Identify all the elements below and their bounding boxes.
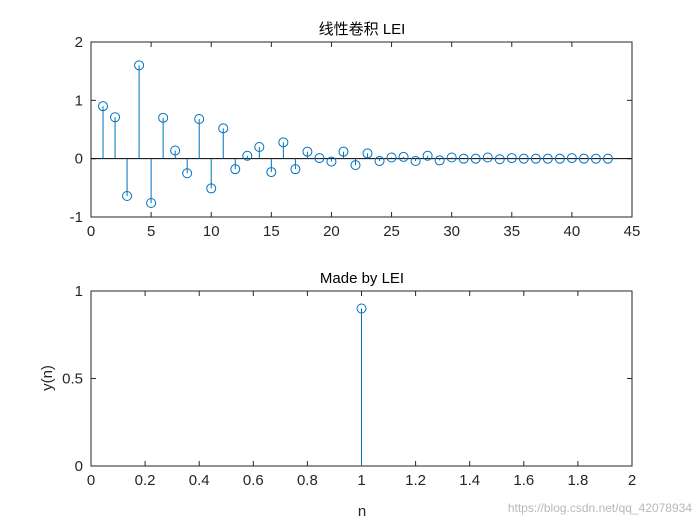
x-tick-label: 1.2 <box>405 472 426 489</box>
stem-marker <box>410 156 421 166</box>
stem-marker <box>458 153 469 164</box>
x-tick-label: 2 <box>628 472 636 489</box>
subplot-bottom: Made by LEI 0 0.2 0.4 0.6 0.8 1 1.2 1.4 1.6 1.8 20… <box>39 270 636 520</box>
stem-marker <box>158 112 169 123</box>
x-tick-label: 40 <box>564 223 581 240</box>
stem-marker <box>422 150 433 161</box>
y-tick-label: 0 <box>75 151 83 168</box>
stem-marker <box>98 101 109 112</box>
top-plot-title: 线性卷积 LEI <box>319 21 406 38</box>
x-tick-label: 1.6 <box>513 472 534 489</box>
y-tick-label: 2 <box>75 34 83 51</box>
stem-marker <box>206 183 217 194</box>
x-tick-label: 0.8 <box>297 472 318 489</box>
x-tick-label: 0 <box>87 223 95 240</box>
stem-marker <box>398 151 409 162</box>
stem-marker <box>266 167 277 178</box>
x-tick-label: 1.8 <box>567 472 588 489</box>
stem-marker <box>482 152 493 163</box>
stem-marker <box>602 153 613 164</box>
stem-marker <box>374 156 385 166</box>
stem-marker <box>542 153 553 164</box>
stem-marker <box>314 153 325 164</box>
stem-marker <box>278 137 289 148</box>
x-tick-label: 35 <box>503 223 520 240</box>
stem-marker <box>146 198 157 208</box>
stem-marker <box>566 153 577 164</box>
stem-marker <box>290 164 301 175</box>
stem-marker <box>434 155 445 166</box>
y-tick-label: -1 <box>70 209 83 226</box>
bottom-plot-title: Made by LEI <box>320 270 404 287</box>
x-tick-label: 30 <box>443 223 460 240</box>
x-tick-label: 20 <box>323 223 340 240</box>
x-tick-label: 0 <box>87 472 95 489</box>
bottom-plot-ticks: 0 0.2 0.4 0.6 0.8 1 1.2 1.4 1.6 1.8 2 0 0.5 1 <box>62 283 636 489</box>
stem-marker <box>518 153 529 164</box>
top-plot-stems <box>91 60 632 208</box>
x-tick-label: 0.6 <box>243 472 264 489</box>
stem-marker <box>356 303 367 314</box>
stem-marker <box>506 153 517 164</box>
stem-marker <box>386 152 397 163</box>
y-tick-label: 0.5 <box>62 371 83 388</box>
stem-marker <box>242 150 253 161</box>
stem-marker <box>350 160 361 171</box>
stem-marker <box>122 191 133 201</box>
bottom-plot-xlabel: n <box>358 503 366 520</box>
x-tick-label: 15 <box>263 223 280 240</box>
stem-marker <box>194 114 205 124</box>
x-tick-label: 1 <box>357 472 365 489</box>
stem-marker <box>134 60 145 71</box>
stem-marker <box>590 153 601 164</box>
bottom-plot-ylabel: y(n) <box>39 365 56 391</box>
x-tick-label: 5 <box>147 223 155 240</box>
x-tick-label: 45 <box>624 223 641 240</box>
stem-marker <box>446 152 457 163</box>
x-tick-label: 25 <box>383 223 400 240</box>
stem-marker <box>326 156 337 167</box>
stem-marker <box>362 148 373 159</box>
y-tick-label: 1 <box>75 283 83 300</box>
stem-marker <box>554 153 565 164</box>
bottom-plot-stems <box>356 303 367 466</box>
stem-marker <box>230 164 241 175</box>
stem-marker <box>338 146 349 157</box>
top-plot-axes-box <box>90 41 633 218</box>
x-tick-label: 0.4 <box>189 472 210 489</box>
watermark-text: https://blog.csdn.net/qq_42078934 <box>508 501 692 515</box>
stem-marker <box>218 123 229 134</box>
x-tick-label: 0.2 <box>135 472 156 489</box>
x-tick-label: 10 <box>203 223 220 240</box>
stem-marker <box>302 146 313 157</box>
stem-marker <box>530 153 541 164</box>
stem-marker <box>110 112 121 123</box>
stem-marker <box>170 145 181 156</box>
stem-marker <box>254 142 265 152</box>
stem-marker <box>182 168 193 179</box>
stem-marker <box>494 154 505 165</box>
stem-marker <box>470 153 481 164</box>
y-tick-label: 1 <box>75 92 83 109</box>
x-tick-label: 1.4 <box>459 472 480 489</box>
stem-marker <box>578 153 589 164</box>
y-tick-label: 0 <box>75 458 83 475</box>
